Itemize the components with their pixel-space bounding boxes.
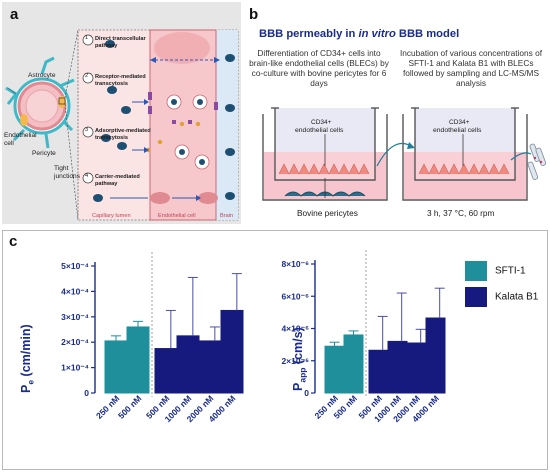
- y-tick-label: 3×10⁻⁴: [61, 312, 89, 322]
- bar: [176, 335, 200, 394]
- panel-a: a: [2, 2, 241, 224]
- pathway-2-number: 2: [85, 73, 89, 79]
- pathway-3-label: Adsorptive-mediated transcytosis: [95, 128, 151, 141]
- left-endothelial-label: endothelial cells: [295, 127, 344, 134]
- bar: [198, 340, 222, 394]
- bbb-diagram: [5, 29, 239, 221]
- bar: [343, 334, 364, 394]
- pericyte-label: Pericyte: [32, 150, 56, 157]
- bar: [126, 326, 150, 394]
- legend-kalata: Kalata B1: [465, 287, 538, 307]
- left-cd34-label: CD34+: [311, 119, 332, 126]
- panel-c: c Pe (cm/min) Papp (cm/s) 0 1×10⁻⁴ 2×10⁻⁴ 3…: [2, 230, 548, 470]
- transwell-diagram: [262, 107, 547, 201]
- tight-junctions-label: Tight junctions: [54, 165, 81, 180]
- bar: [220, 309, 244, 394]
- bar: [368, 349, 389, 394]
- pathway-1-label: Direct transcellular pathway: [95, 36, 146, 49]
- bar: [425, 317, 446, 394]
- right-cd34-label: CD34+: [449, 119, 470, 126]
- capillary-cross-section: [5, 56, 75, 149]
- y-tick-label: 2×10⁻⁴: [61, 337, 89, 347]
- pathway-1-number: 1: [85, 35, 89, 41]
- pathway-2-label: Receptor-mediated transcytosis: [95, 74, 146, 87]
- y-tick-label: 8×10⁻⁶: [281, 259, 309, 269]
- right-transwell: [402, 107, 528, 201]
- panel-b-letter: b: [249, 6, 259, 23]
- pathway-4-number: 4: [85, 173, 89, 179]
- pathway-3-number: 3: [85, 127, 89, 133]
- bar: [387, 340, 408, 394]
- y-tick-label: 0: [84, 388, 89, 398]
- y-tick-label: 1×10⁻⁴: [61, 363, 89, 373]
- y-tick-label: 4×10⁻⁴: [61, 286, 89, 296]
- bar: [324, 345, 345, 394]
- y-tick-label: 4×10⁻⁶: [281, 324, 309, 334]
- panel-a-letter: a: [10, 6, 19, 23]
- brain-label: Brain: [220, 213, 234, 219]
- right-description: Incubation of various concentrations of …: [399, 48, 543, 88]
- y-tick-label: 0: [304, 388, 309, 398]
- x-tick-label: 250 nM: [94, 393, 121, 420]
- left-description: Differentiation of CD34+ cells into brai…: [249, 48, 389, 88]
- panel-c-letter: c: [9, 233, 18, 250]
- bar: [154, 348, 178, 394]
- endothelial-cell-label: Endothelial cell: [4, 132, 37, 147]
- capillary-lumen-label: Capillary lumen: [92, 213, 131, 219]
- legend-sfti: SFTI-1: [465, 261, 526, 281]
- legend-kalata-swatch: [465, 287, 487, 307]
- sample-tubes-icon: [527, 143, 547, 180]
- y-tick-label: 6×10⁻⁶: [281, 291, 309, 301]
- right-endothelial-label: endothelial cells: [433, 127, 482, 134]
- astrocyte-label: Astrocyte: [28, 72, 56, 79]
- bar: [104, 340, 128, 394]
- legend-sfti-swatch: [465, 261, 487, 281]
- bovine-pericytes-label: Bovine pericytes: [297, 208, 358, 218]
- panel-b-title: BBB permeably in in vitro BBB model: [259, 28, 460, 40]
- endothelial-cell-bottom-label: Endothelial cell: [158, 213, 196, 219]
- conditions-label: 3 h, 37 °C, 60 rpm: [427, 208, 495, 218]
- panel-b: b BBB permeably in in vitro BBB model Di…: [245, 2, 548, 224]
- x-tick-label: 500 nM: [116, 393, 143, 420]
- pe-chart: 0 1×10⁻⁴ 2×10⁻⁴ 3×10⁻⁴ 4×10⁻⁴ 5×10⁻⁴ 250 nM500…: [61, 252, 244, 424]
- left-transwell: [262, 107, 388, 201]
- bar: [406, 342, 427, 394]
- pathway-4-label: Carrier-mediated pathway: [95, 174, 140, 187]
- y-tick-label: 2×10⁻⁶: [281, 356, 309, 366]
- y-tick-label: 5×10⁻⁴: [61, 261, 89, 271]
